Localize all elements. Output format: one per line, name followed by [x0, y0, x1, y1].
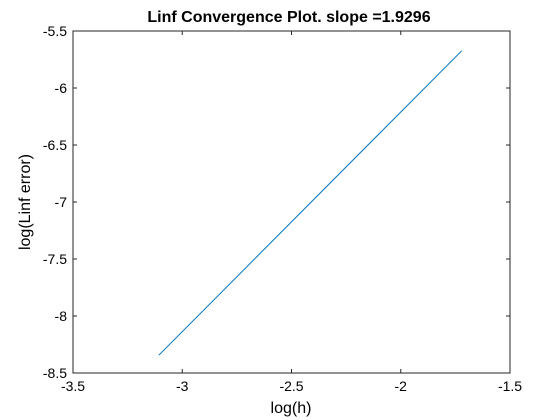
y-axis-label: log(Linf error) [17, 154, 34, 250]
x-tick-label: -2.5 [279, 378, 303, 394]
y-tick-label: -7 [55, 194, 68, 210]
y-tick-label: -7.5 [43, 251, 67, 267]
series-line [159, 51, 462, 355]
chart-title: Linf Convergence Plot. slope =1.9296 [147, 9, 430, 26]
x-tick-label: -3 [176, 378, 189, 394]
y-tick-label: -6.5 [43, 137, 67, 153]
y-tick-label: -6 [55, 80, 68, 96]
y-tick-label: -8 [55, 308, 68, 324]
x-tick-label: -2 [395, 378, 408, 394]
y-tick-label: -5.5 [43, 23, 67, 39]
plot-area-frame [73, 31, 510, 373]
x-tick-label: -1.5 [498, 378, 522, 394]
x-axis-label: log(h) [271, 400, 312, 417]
y-tick-label: -8.5 [43, 365, 67, 381]
